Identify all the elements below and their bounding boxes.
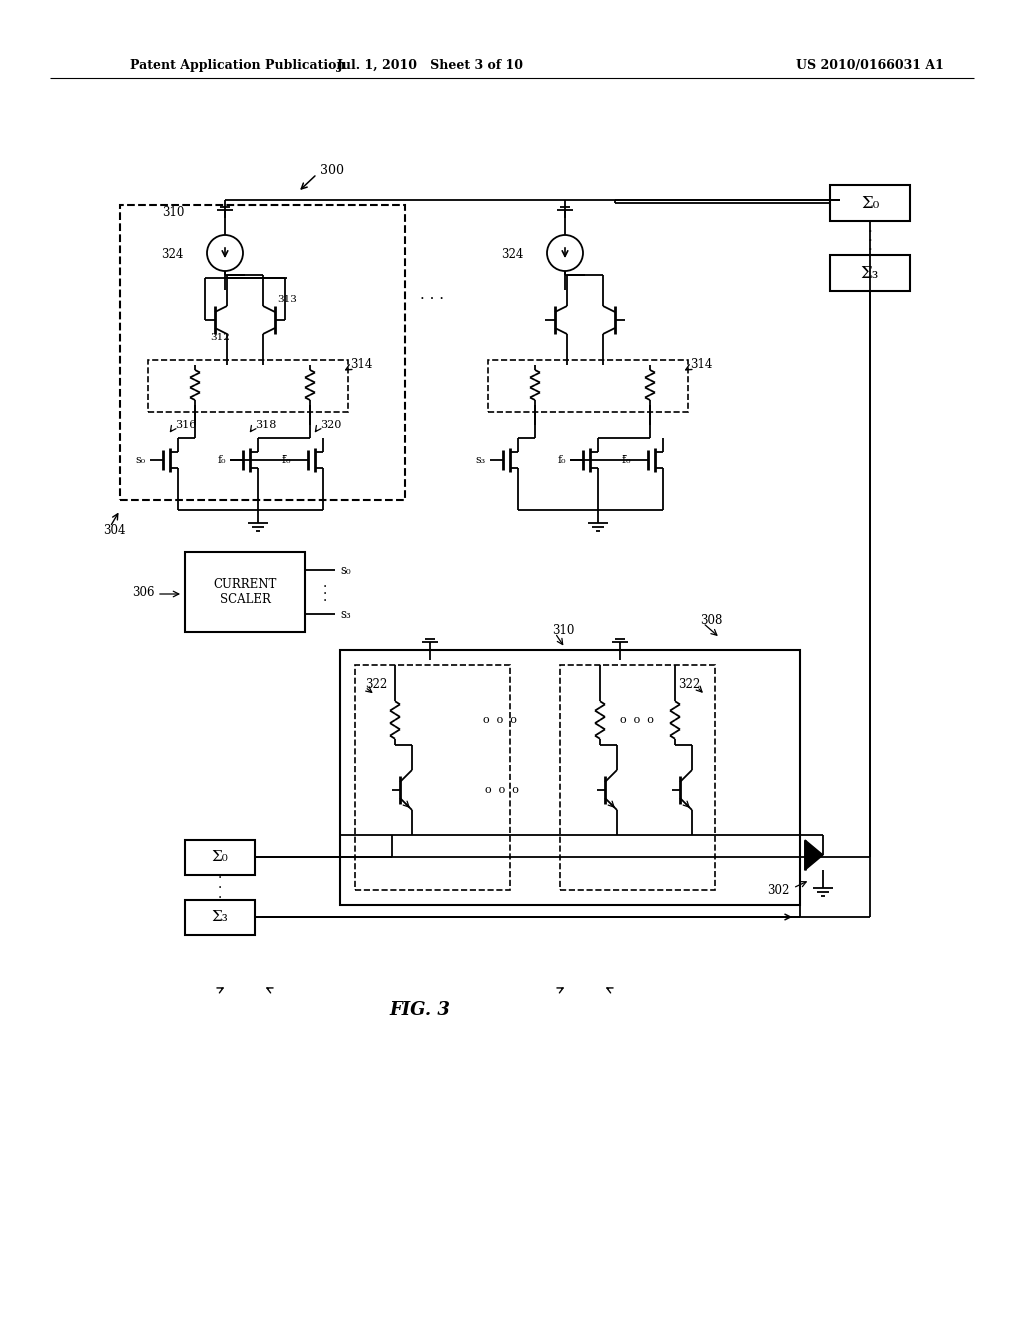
Text: 314: 314 — [350, 359, 373, 371]
Text: s₃: s₃ — [476, 455, 486, 465]
Text: 324: 324 — [501, 248, 523, 261]
Text: 312: 312 — [210, 334, 229, 342]
Text: f̄₀: f̄₀ — [283, 455, 291, 465]
Text: ·: · — [323, 587, 328, 601]
Text: 306: 306 — [132, 586, 155, 598]
Text: 304: 304 — [103, 524, 126, 536]
Bar — [185, 840, 255, 875]
Text: 324: 324 — [161, 248, 183, 261]
Text: 316: 316 — [175, 420, 197, 430]
Text: s₀: s₀ — [340, 564, 350, 577]
Text: Patent Application Publication: Patent Application Publication — [130, 58, 345, 71]
Bar — [560, 665, 715, 890]
Text: 310: 310 — [162, 206, 184, 219]
Text: Σ₀: Σ₀ — [861, 194, 880, 211]
Bar — [830, 255, 910, 290]
Text: 302: 302 — [768, 883, 790, 896]
Text: 308: 308 — [700, 614, 722, 627]
Text: CURRENT
SCALER: CURRENT SCALER — [213, 578, 276, 606]
Bar — [120, 205, 406, 500]
Text: s₃: s₃ — [340, 607, 351, 620]
Bar — [830, 185, 910, 220]
Circle shape — [547, 235, 583, 271]
Text: ·: · — [867, 224, 872, 239]
Text: 318: 318 — [255, 420, 276, 430]
Polygon shape — [805, 840, 823, 870]
Text: f₀: f₀ — [557, 455, 566, 465]
Text: 322: 322 — [365, 678, 387, 692]
Text: Σ₃: Σ₃ — [861, 264, 880, 281]
Bar — [340, 649, 800, 906]
Text: Jul. 1, 2010   Sheet 3 of 10: Jul. 1, 2010 Sheet 3 of 10 — [337, 58, 523, 71]
Text: 322: 322 — [678, 678, 700, 692]
Bar — [185, 552, 305, 632]
Text: ·: · — [867, 234, 872, 248]
Text: ·: · — [867, 243, 872, 257]
Text: o  o  o: o o o — [621, 715, 654, 725]
Text: 320: 320 — [319, 420, 341, 430]
Text: o  o  o: o o o — [485, 785, 519, 795]
Text: ·: · — [218, 880, 222, 895]
Text: ·: · — [323, 579, 328, 594]
Text: f̄₀: f̄₀ — [623, 455, 631, 465]
Text: Σ₀: Σ₀ — [212, 850, 228, 865]
Text: 313: 313 — [278, 296, 297, 305]
Bar — [488, 360, 688, 412]
Text: o  o  o: o o o — [483, 715, 517, 725]
Text: 300: 300 — [319, 164, 344, 177]
Bar — [148, 360, 348, 412]
Circle shape — [207, 235, 243, 271]
Text: f₀: f₀ — [217, 455, 226, 465]
Bar — [185, 900, 255, 935]
Text: s₀: s₀ — [136, 455, 146, 465]
Text: . . .: . . . — [420, 288, 444, 302]
Text: 314: 314 — [690, 359, 713, 371]
Text: US 2010/0166031 A1: US 2010/0166031 A1 — [796, 58, 944, 71]
Text: ·: · — [323, 594, 328, 609]
Bar — [355, 665, 510, 890]
Text: ·: · — [218, 891, 222, 904]
Text: Σ₃: Σ₃ — [212, 909, 228, 924]
Text: 310: 310 — [552, 623, 574, 636]
Text: FIG. 3: FIG. 3 — [389, 1001, 451, 1019]
Text: ·: · — [218, 870, 222, 884]
